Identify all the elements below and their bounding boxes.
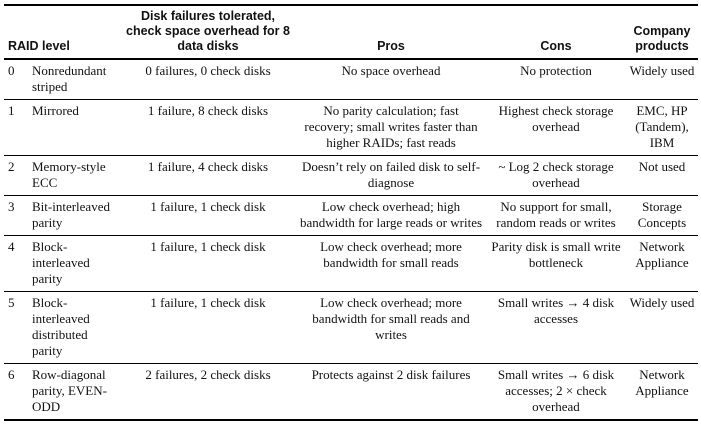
failures-tolerated-cell: 1 failure, 8 check disks (120, 99, 296, 156)
raid-level-name: Mirrored (28, 99, 120, 156)
header-company-products: Company products (626, 4, 698, 60)
company-products-cell: Network Appliance (626, 363, 698, 421)
table-row: 5 Block-interleaved distributed parity 1 f… (4, 291, 698, 364)
raid-level-name: Memory-style ECC (28, 155, 120, 196)
raid-level-name: Nonredundant striped (28, 59, 120, 100)
failures-tolerated-cell: 0 failures, 0 check disks (120, 59, 296, 100)
cons-cell: Small writes → 6 disk accesses; 2 × chec… (486, 363, 626, 421)
pros-cell: No space overhead (296, 59, 486, 100)
company-products-cell: Widely used (626, 291, 698, 364)
table-row: 1 Mirrored 1 failure, 8 check disks No pari… (4, 99, 698, 156)
pros-cell: Low check overhead; more bandwidth for s… (296, 235, 486, 292)
header-cons: Cons (486, 4, 626, 60)
raid-level-name: Bit-interleaved parity (28, 195, 120, 236)
cons-cell: No support for small, random reads or wr… (486, 195, 626, 236)
pros-cell: Doesn’t rely on failed disk to self-diag… (296, 155, 486, 196)
header-row: RAID level Disk failures tolerated, chec… (4, 4, 698, 60)
failures-tolerated-cell: 1 failure, 1 check disk (120, 235, 296, 292)
company-products-cell: EMC, HP (Tandem), IBM (626, 99, 698, 156)
pros-cell: Low check overhead; high bandwidth for l… (296, 195, 486, 236)
table-header: RAID level Disk failures tolerated, chec… (4, 4, 698, 60)
table-row: 4 Block-interleaved parity 1 failure, 1 ch… (4, 235, 698, 292)
company-products-cell: Storage Concepts (626, 195, 698, 236)
header-pros: Pros (296, 4, 486, 60)
raid-level-number: 2 (4, 155, 28, 196)
table-row: 0 Nonredundant striped 0 failures, 0 check… (4, 59, 698, 100)
raid-level-number: 6 (4, 363, 28, 421)
table-row: 6 Row-diagonal parity, EVEN-ODD 2 failures… (4, 363, 698, 421)
raid-level-number: 0 (4, 59, 28, 100)
cons-cell: No protection (486, 59, 626, 100)
pros-cell: Low check overhead; more bandwidth for s… (296, 291, 486, 364)
cons-cell: ~ Log 2 check storage overhead (486, 155, 626, 196)
company-products-cell: Widely used (626, 59, 698, 100)
pros-cell: No parity calculation; fast recovery; sm… (296, 99, 486, 156)
cons-cell: Highest check storage overhead (486, 99, 626, 156)
header-raid-level: RAID level (4, 4, 120, 60)
raid-level-name: Row-diagonal parity, EVEN-ODD (28, 363, 120, 421)
failures-tolerated-cell: 1 failure, 1 check disk (120, 195, 296, 236)
raid-level-name: Block-interleaved parity (28, 235, 120, 292)
table-row: 3 Bit-interleaved parity 1 failure, 1 chec… (4, 195, 698, 236)
cons-cell: Small writes → 4 disk accesses (486, 291, 626, 364)
raid-level-number: 5 (4, 291, 28, 364)
failures-tolerated-cell: 1 failure, 1 check disk (120, 291, 296, 364)
table-body: 0 Nonredundant striped 0 failures, 0 check… (4, 59, 698, 421)
raid-level-number: 4 (4, 235, 28, 292)
raid-comparison-table: RAID level Disk failures tolerated, chec… (4, 4, 698, 421)
table-row: 2 Memory-style ECC 1 failure, 4 check disk… (4, 155, 698, 196)
failures-tolerated-cell: 1 failure, 4 check disks (120, 155, 296, 196)
raid-level-number: 1 (4, 99, 28, 156)
failures-tolerated-cell: 2 failures, 2 check disks (120, 363, 296, 421)
company-products-cell: Not used (626, 155, 698, 196)
company-products-cell: Network Appliance (626, 235, 698, 292)
raid-level-number: 3 (4, 195, 28, 236)
cons-cell: Parity disk is small write bottleneck (486, 235, 626, 292)
header-failures-tolerated: Disk failures tolerated, check space ove… (120, 4, 296, 60)
raid-level-name: Block-interleaved distributed parity (28, 291, 120, 364)
pros-cell: Protects against 2 disk failures (296, 363, 486, 421)
